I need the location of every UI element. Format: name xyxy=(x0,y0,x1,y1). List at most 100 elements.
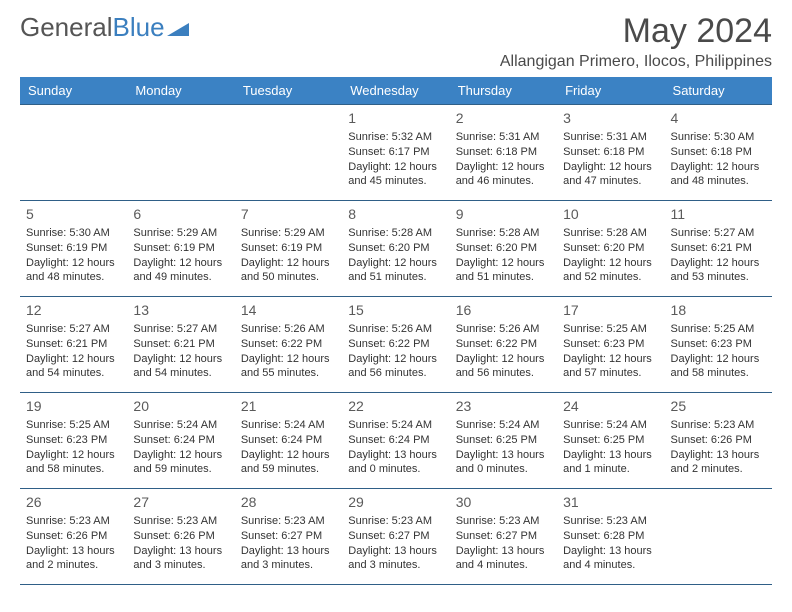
sunrise-text: Sunrise: 5:30 AM xyxy=(26,226,121,241)
sunrise-text: Sunrise: 5:23 AM xyxy=(26,514,121,529)
day-number: 29 xyxy=(348,493,443,512)
sunset-text: Sunset: 6:22 PM xyxy=(348,337,443,352)
sunset-text: Sunset: 6:27 PM xyxy=(241,529,336,544)
daylight-text: Daylight: 13 hours xyxy=(563,544,658,559)
daylight-text: Daylight: 12 hours xyxy=(241,256,336,271)
day-number: 17 xyxy=(563,301,658,320)
daylight-text: Daylight: 12 hours xyxy=(348,256,443,271)
daylight-text: Daylight: 12 hours xyxy=(563,352,658,367)
daylight-text: and 59 minutes. xyxy=(241,462,336,477)
sunrise-text: Sunrise: 5:30 AM xyxy=(671,130,766,145)
day-header: Saturday xyxy=(665,77,772,105)
daylight-text: and 3 minutes. xyxy=(133,558,228,573)
day-number: 22 xyxy=(348,397,443,416)
day-number: 28 xyxy=(241,493,336,512)
daylight-text: and 54 minutes. xyxy=(26,366,121,381)
daylight-text: Daylight: 12 hours xyxy=(348,352,443,367)
sunset-text: Sunset: 6:17 PM xyxy=(348,145,443,160)
logo-text-blue: Blue xyxy=(113,12,165,43)
calendar-cell: 24Sunrise: 5:24 AMSunset: 6:25 PMDayligh… xyxy=(557,393,664,489)
daylight-text: and 59 minutes. xyxy=(133,462,228,477)
sunset-text: Sunset: 6:21 PM xyxy=(133,337,228,352)
calendar-cell xyxy=(665,489,772,585)
day-number: 9 xyxy=(456,205,551,224)
daylight-text: Daylight: 13 hours xyxy=(348,544,443,559)
daylight-text: and 49 minutes. xyxy=(133,270,228,285)
calendar-header-row: Sunday Monday Tuesday Wednesday Thursday… xyxy=(20,77,772,105)
daylight-text: and 58 minutes. xyxy=(671,366,766,381)
sunset-text: Sunset: 6:20 PM xyxy=(456,241,551,256)
sunset-text: Sunset: 6:23 PM xyxy=(26,433,121,448)
day-number: 30 xyxy=(456,493,551,512)
daylight-text: Daylight: 13 hours xyxy=(348,448,443,463)
calendar-cell: 16Sunrise: 5:26 AMSunset: 6:22 PMDayligh… xyxy=(450,297,557,393)
calendar-cell: 29Sunrise: 5:23 AMSunset: 6:27 PMDayligh… xyxy=(342,489,449,585)
calendar-cell: 12Sunrise: 5:27 AMSunset: 6:21 PMDayligh… xyxy=(20,297,127,393)
sunrise-text: Sunrise: 5:25 AM xyxy=(563,322,658,337)
daylight-text: Daylight: 12 hours xyxy=(241,352,336,367)
sunset-text: Sunset: 6:24 PM xyxy=(133,433,228,448)
day-number: 18 xyxy=(671,301,766,320)
month-title: May 2024 xyxy=(500,12,772,51)
daylight-text: and 48 minutes. xyxy=(26,270,121,285)
calendar-cell: 18Sunrise: 5:25 AMSunset: 6:23 PMDayligh… xyxy=(665,297,772,393)
daylight-text: Daylight: 13 hours xyxy=(671,448,766,463)
daylight-text: and 4 minutes. xyxy=(456,558,551,573)
daylight-text: and 58 minutes. xyxy=(26,462,121,477)
calendar-week: 12Sunrise: 5:27 AMSunset: 6:21 PMDayligh… xyxy=(20,297,772,393)
sunset-text: Sunset: 6:28 PM xyxy=(563,529,658,544)
daylight-text: and 55 minutes. xyxy=(241,366,336,381)
day-number: 11 xyxy=(671,205,766,224)
daylight-text: and 57 minutes. xyxy=(563,366,658,381)
sunrise-text: Sunrise: 5:31 AM xyxy=(563,130,658,145)
calendar-cell: 13Sunrise: 5:27 AMSunset: 6:21 PMDayligh… xyxy=(127,297,234,393)
daylight-text: and 50 minutes. xyxy=(241,270,336,285)
sunset-text: Sunset: 6:21 PM xyxy=(26,337,121,352)
calendar-cell: 10Sunrise: 5:28 AMSunset: 6:20 PMDayligh… xyxy=(557,201,664,297)
calendar-table: Sunday Monday Tuesday Wednesday Thursday… xyxy=(20,77,772,585)
daylight-text: Daylight: 13 hours xyxy=(456,544,551,559)
calendar-week: 1Sunrise: 5:32 AMSunset: 6:17 PMDaylight… xyxy=(20,105,772,201)
day-number: 6 xyxy=(133,205,228,224)
daylight-text: and 51 minutes. xyxy=(456,270,551,285)
day-header: Wednesday xyxy=(342,77,449,105)
sunset-text: Sunset: 6:25 PM xyxy=(456,433,551,448)
daylight-text: and 0 minutes. xyxy=(456,462,551,477)
calendar-cell: 28Sunrise: 5:23 AMSunset: 6:27 PMDayligh… xyxy=(235,489,342,585)
sunrise-text: Sunrise: 5:25 AM xyxy=(26,418,121,433)
day-number: 15 xyxy=(348,301,443,320)
sunset-text: Sunset: 6:25 PM xyxy=(563,433,658,448)
sunrise-text: Sunrise: 5:27 AM xyxy=(26,322,121,337)
sunset-text: Sunset: 6:26 PM xyxy=(26,529,121,544)
sunset-text: Sunset: 6:19 PM xyxy=(133,241,228,256)
sunset-text: Sunset: 6:20 PM xyxy=(563,241,658,256)
daylight-text: Daylight: 13 hours xyxy=(563,448,658,463)
daylight-text: and 46 minutes. xyxy=(456,174,551,189)
daylight-text: Daylight: 12 hours xyxy=(133,352,228,367)
sunrise-text: Sunrise: 5:28 AM xyxy=(563,226,658,241)
sunset-text: Sunset: 6:22 PM xyxy=(241,337,336,352)
daylight-text: Daylight: 12 hours xyxy=(348,160,443,175)
header: GeneralBlue May 2024 Allangigan Primero,… xyxy=(20,12,772,71)
day-number: 14 xyxy=(241,301,336,320)
daylight-text: and 54 minutes. xyxy=(133,366,228,381)
calendar-cell xyxy=(127,105,234,201)
daylight-text: Daylight: 12 hours xyxy=(563,160,658,175)
sunset-text: Sunset: 6:23 PM xyxy=(563,337,658,352)
daylight-text: and 56 minutes. xyxy=(456,366,551,381)
day-number: 2 xyxy=(456,109,551,128)
sunrise-text: Sunrise: 5:23 AM xyxy=(133,514,228,529)
day-number: 20 xyxy=(133,397,228,416)
sunrise-text: Sunrise: 5:24 AM xyxy=(348,418,443,433)
daylight-text: Daylight: 12 hours xyxy=(241,448,336,463)
calendar-cell: 4Sunrise: 5:30 AMSunset: 6:18 PMDaylight… xyxy=(665,105,772,201)
sunset-text: Sunset: 6:26 PM xyxy=(133,529,228,544)
sunrise-text: Sunrise: 5:24 AM xyxy=(241,418,336,433)
sunrise-text: Sunrise: 5:24 AM xyxy=(133,418,228,433)
day-number: 23 xyxy=(456,397,551,416)
day-number: 27 xyxy=(133,493,228,512)
daylight-text: Daylight: 13 hours xyxy=(133,544,228,559)
logo: GeneralBlue xyxy=(20,12,189,43)
day-number: 19 xyxy=(26,397,121,416)
sunset-text: Sunset: 6:19 PM xyxy=(26,241,121,256)
